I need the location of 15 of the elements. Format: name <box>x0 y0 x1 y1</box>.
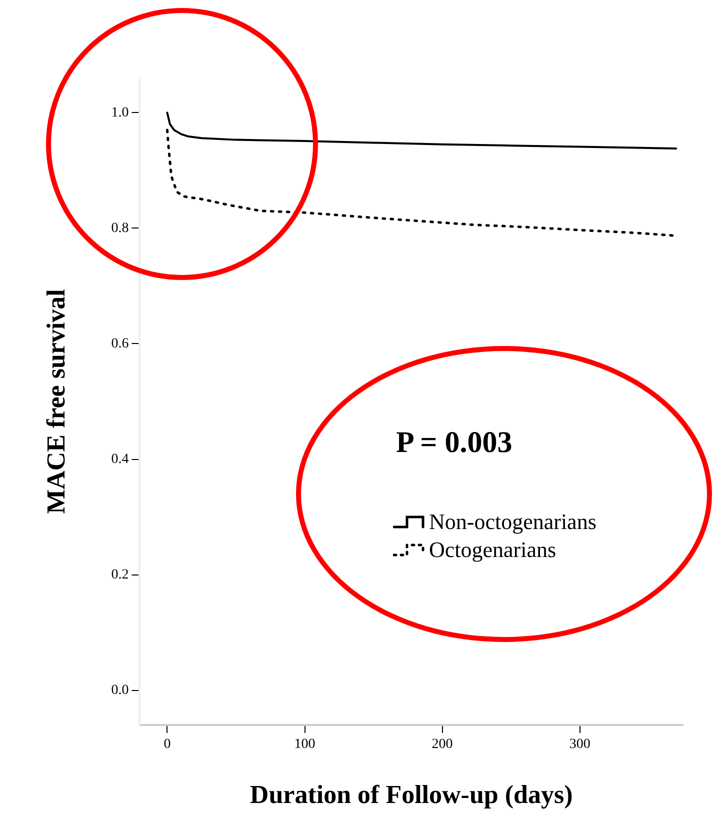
y-tick-label: 0.8 <box>111 220 129 236</box>
annotation: P = 0.003 <box>396 426 512 460</box>
x-tick-label: 100 <box>294 737 316 752</box>
y-tick-label: 0.2 <box>111 567 129 582</box>
x-tick-label: 0 <box>164 737 171 752</box>
y-tick-label: 1.0 <box>111 105 129 120</box>
y-tick-label: 0.4 <box>111 452 129 467</box>
x-axis-title: Duration of Follow-up (days) <box>250 780 573 810</box>
legend-label: Non-octogenarians <box>429 509 596 535</box>
y-tick-label: 0.0 <box>111 683 129 698</box>
legend-label: Octogenarians <box>429 537 556 563</box>
y-tick-label: 0.6 <box>111 336 129 352</box>
x-tick-label: 200 <box>432 737 453 752</box>
y-axis-title: MACE free survival <box>41 289 70 514</box>
x-tick-label: 300 <box>569 737 590 752</box>
